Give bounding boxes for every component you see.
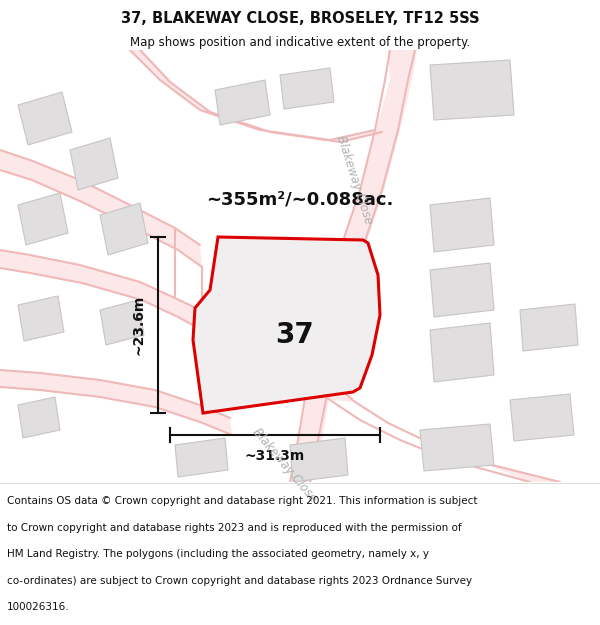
Polygon shape bbox=[430, 198, 494, 252]
Polygon shape bbox=[430, 263, 494, 317]
Polygon shape bbox=[510, 394, 574, 441]
Polygon shape bbox=[0, 370, 232, 435]
Polygon shape bbox=[215, 80, 270, 125]
Text: Contains OS data © Crown copyright and database right 2021. This information is : Contains OS data © Crown copyright and d… bbox=[7, 496, 478, 506]
Polygon shape bbox=[18, 296, 64, 341]
Polygon shape bbox=[280, 68, 334, 109]
Text: co-ordinates) are subject to Crown copyright and database rights 2023 Ordnance S: co-ordinates) are subject to Crown copyr… bbox=[7, 576, 472, 586]
Polygon shape bbox=[18, 193, 68, 245]
Text: ~23.6m: ~23.6m bbox=[132, 295, 146, 355]
Text: Blakeway Close: Blakeway Close bbox=[334, 134, 374, 226]
Polygon shape bbox=[0, 250, 202, 330]
Text: to Crown copyright and database rights 2023 and is reproduced with the permissio: to Crown copyright and database rights 2… bbox=[7, 522, 462, 532]
Polygon shape bbox=[308, 380, 562, 482]
Text: ~355m²/~0.088ac.: ~355m²/~0.088ac. bbox=[206, 191, 394, 209]
Polygon shape bbox=[420, 424, 494, 471]
Polygon shape bbox=[290, 438, 348, 482]
Polygon shape bbox=[18, 92, 72, 145]
Polygon shape bbox=[70, 138, 118, 190]
Polygon shape bbox=[520, 304, 578, 351]
Text: ~31.3m: ~31.3m bbox=[245, 449, 305, 463]
Text: 37, BLAKEWAY CLOSE, BROSELEY, TF12 5SS: 37, BLAKEWAY CLOSE, BROSELEY, TF12 5SS bbox=[121, 11, 479, 26]
Polygon shape bbox=[430, 60, 514, 120]
Polygon shape bbox=[18, 397, 60, 438]
Polygon shape bbox=[430, 323, 494, 382]
Polygon shape bbox=[100, 300, 144, 345]
Text: 100026316.: 100026316. bbox=[7, 602, 70, 612]
Text: Blakeway Close: Blakeway Close bbox=[250, 426, 320, 504]
Polygon shape bbox=[290, 50, 417, 482]
Text: HM Land Registry. The polygons (including the associated geometry, namely x, y: HM Land Registry. The polygons (includin… bbox=[7, 549, 429, 559]
Polygon shape bbox=[0, 150, 202, 267]
Polygon shape bbox=[128, 50, 384, 142]
Polygon shape bbox=[193, 237, 380, 413]
Text: Map shows position and indicative extent of the property.: Map shows position and indicative extent… bbox=[130, 36, 470, 49]
Polygon shape bbox=[100, 203, 148, 255]
Polygon shape bbox=[175, 438, 228, 477]
Text: 37: 37 bbox=[275, 321, 314, 349]
